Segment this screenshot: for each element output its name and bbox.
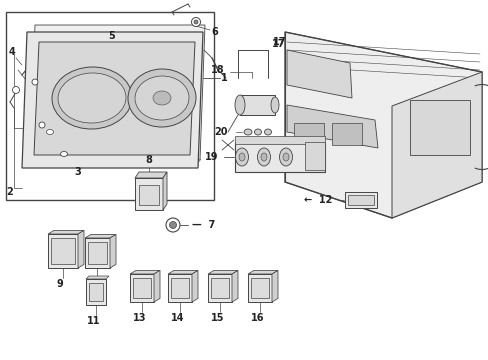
Bar <box>235 136 325 144</box>
Bar <box>171 278 189 298</box>
Text: 8: 8 <box>145 155 152 165</box>
Text: 14: 14 <box>171 313 184 323</box>
Text: 1: 1 <box>220 73 227 83</box>
Ellipse shape <box>52 67 132 129</box>
Polygon shape <box>285 32 481 218</box>
Polygon shape <box>130 270 160 274</box>
Ellipse shape <box>32 79 38 85</box>
Ellipse shape <box>169 221 176 229</box>
Bar <box>85 238 110 268</box>
Ellipse shape <box>257 148 270 166</box>
Ellipse shape <box>283 153 288 161</box>
Polygon shape <box>85 234 116 238</box>
Text: 16: 16 <box>251 313 264 323</box>
Ellipse shape <box>235 148 248 166</box>
Polygon shape <box>286 50 351 98</box>
Polygon shape <box>391 72 481 218</box>
Bar <box>293 123 324 145</box>
Text: 20: 20 <box>214 127 227 137</box>
Text: —  7: — 7 <box>192 220 215 230</box>
Ellipse shape <box>58 73 126 123</box>
Bar <box>139 185 159 205</box>
Ellipse shape <box>153 91 171 105</box>
Ellipse shape <box>194 20 198 24</box>
Polygon shape <box>286 105 377 148</box>
Bar <box>130 274 154 302</box>
Polygon shape <box>86 276 109 279</box>
Ellipse shape <box>254 129 261 135</box>
Ellipse shape <box>264 129 271 135</box>
Text: 9: 9 <box>57 279 63 289</box>
Text: ←  12: ← 12 <box>303 195 331 205</box>
Polygon shape <box>135 172 167 178</box>
Polygon shape <box>207 270 238 274</box>
Bar <box>210 278 228 298</box>
Polygon shape <box>247 270 278 274</box>
Bar <box>168 274 192 302</box>
Bar <box>51 238 75 264</box>
Ellipse shape <box>279 148 292 166</box>
Text: 17: 17 <box>272 37 286 47</box>
Ellipse shape <box>13 86 20 94</box>
Polygon shape <box>34 42 195 155</box>
Bar <box>88 242 107 264</box>
Bar <box>48 234 78 268</box>
Bar <box>89 283 103 301</box>
Text: 10: 10 <box>87 279 101 289</box>
Ellipse shape <box>135 76 188 120</box>
Bar <box>409 100 469 155</box>
Text: 3: 3 <box>75 167 81 177</box>
Polygon shape <box>154 270 160 302</box>
Ellipse shape <box>39 122 45 128</box>
Bar <box>250 278 268 298</box>
Ellipse shape <box>239 153 244 161</box>
Text: 15: 15 <box>211 313 224 323</box>
Bar <box>6 12 214 200</box>
Text: 4: 4 <box>9 47 15 57</box>
Ellipse shape <box>261 153 266 161</box>
Ellipse shape <box>46 130 53 135</box>
Ellipse shape <box>165 218 180 232</box>
Bar <box>347 195 373 205</box>
Ellipse shape <box>235 95 244 115</box>
Polygon shape <box>30 25 204 160</box>
Bar <box>235 142 325 172</box>
Polygon shape <box>110 234 116 268</box>
Ellipse shape <box>244 129 251 135</box>
Text: 11: 11 <box>87 316 101 326</box>
Bar <box>305 142 325 170</box>
Text: 19: 19 <box>204 152 218 162</box>
Bar <box>207 274 231 302</box>
Polygon shape <box>231 270 238 302</box>
Bar <box>331 123 361 145</box>
Polygon shape <box>22 32 203 168</box>
Polygon shape <box>48 230 84 234</box>
Polygon shape <box>168 270 198 274</box>
Bar <box>133 278 151 298</box>
Text: 4: 4 <box>37 133 43 143</box>
Text: 13: 13 <box>133 313 146 323</box>
Bar <box>345 192 376 208</box>
Bar <box>247 274 271 302</box>
Ellipse shape <box>270 97 279 113</box>
Ellipse shape <box>191 18 200 27</box>
Ellipse shape <box>61 152 67 157</box>
Text: 6: 6 <box>211 27 218 37</box>
Ellipse shape <box>128 69 196 127</box>
Bar <box>135 178 163 210</box>
Polygon shape <box>271 270 278 302</box>
Text: 17: 17 <box>271 39 285 49</box>
Polygon shape <box>192 270 198 302</box>
Bar <box>86 279 106 305</box>
Polygon shape <box>78 230 84 268</box>
Text: 2: 2 <box>7 187 13 197</box>
Text: 5: 5 <box>108 31 115 41</box>
Text: 18: 18 <box>211 65 224 75</box>
Polygon shape <box>163 172 167 210</box>
Bar <box>240 95 274 115</box>
